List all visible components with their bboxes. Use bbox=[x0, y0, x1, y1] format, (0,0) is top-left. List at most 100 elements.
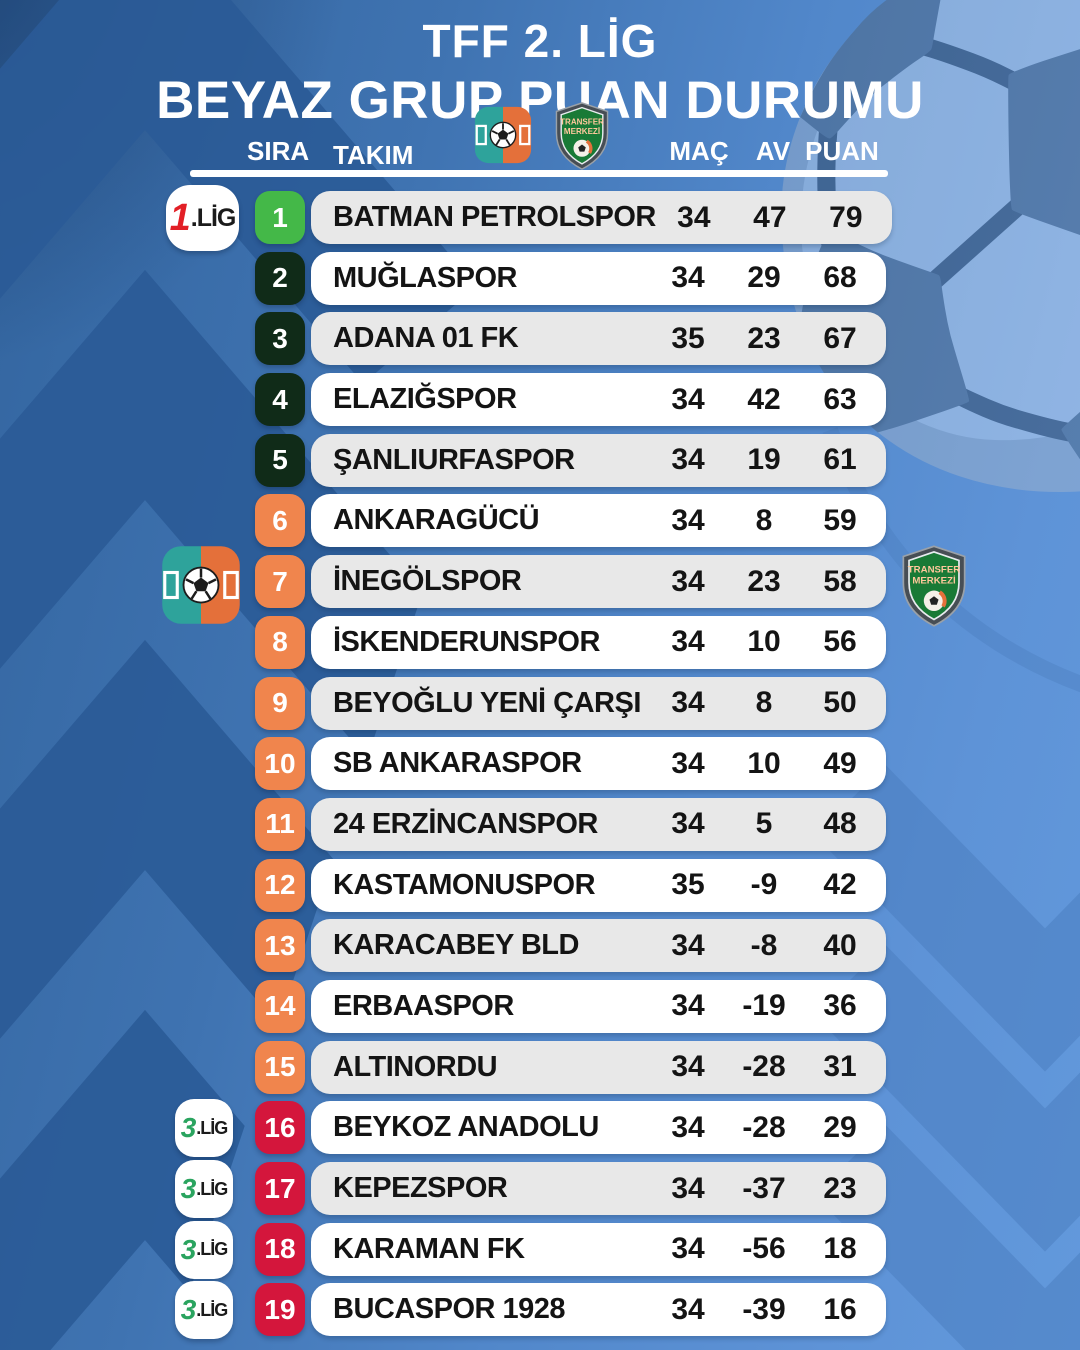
points: 67 bbox=[823, 321, 857, 355]
points: 49 bbox=[823, 746, 857, 780]
team-row-pill: BEYKOZ ANADOLU 34 -28 29 bbox=[311, 1101, 886, 1155]
rank-number: 10 bbox=[264, 747, 296, 779]
team-name: ŞANLIURFASPOR bbox=[333, 443, 575, 476]
matches-played: 34 bbox=[671, 564, 705, 598]
team-row-pill: ALTINORDU 34 -28 31 bbox=[311, 1040, 886, 1094]
goal-average: 19 bbox=[747, 443, 781, 477]
table-row: 15 ALTINORDU 34 -28 31 bbox=[255, 1040, 886, 1094]
team-row-pill: ANKARAGÜCÜ 34 8 59 bbox=[311, 494, 886, 548]
rank-number: 5 bbox=[272, 444, 288, 476]
team-row-pill: ADANA 01 FK 35 23 67 bbox=[311, 312, 886, 366]
table-row: 14 ERBAASPOR 34 -19 36 bbox=[255, 979, 886, 1033]
rank-badge: 1 bbox=[255, 191, 305, 244]
rank-badge: 5 bbox=[255, 433, 305, 487]
rank-number: 19 bbox=[264, 1293, 296, 1325]
rank-number: 4 bbox=[272, 383, 288, 415]
rank-number: 18 bbox=[264, 1233, 296, 1265]
rank-number: 11 bbox=[265, 808, 295, 840]
team-name: BATMAN PETROLSPOR bbox=[333, 201, 656, 233]
rank-badge: 17 bbox=[255, 1162, 305, 1215]
matches-played: 34 bbox=[671, 443, 705, 477]
team-row-pill: KEPEZSPOR 34 -37 23 bbox=[311, 1162, 886, 1215]
rank-badge: 13 bbox=[255, 919, 305, 973]
rank-badge: 11 bbox=[255, 797, 305, 851]
league-badge: 3 .LİG bbox=[175, 1281, 233, 1340]
rank-number: 1 bbox=[272, 201, 288, 233]
points: 59 bbox=[823, 503, 857, 537]
league-badge-number: 3 bbox=[180, 1173, 197, 1204]
goal-average: -19 bbox=[742, 989, 786, 1023]
rank-number: 6 bbox=[272, 504, 288, 536]
matches-played: 34 bbox=[671, 261, 705, 295]
matches-played: 34 bbox=[671, 686, 705, 719]
points: 61 bbox=[823, 443, 857, 477]
table-row: 3 .LİG 17 KEPEZSPOR 34 -37 23 bbox=[175, 1160, 886, 1218]
rank-number: 9 bbox=[272, 687, 288, 718]
team-row-pill: BUCASPOR 1928 34 -39 16 bbox=[311, 1283, 886, 1337]
points: 58 bbox=[823, 564, 857, 598]
goal-average: 23 bbox=[747, 321, 781, 355]
rank-number: 14 bbox=[264, 990, 296, 1022]
table-row: 10 SB ANKARASPOR 34 10 49 bbox=[255, 737, 886, 791]
table-row: 3 .LİG 18 KARAMAN FK 34 -56 18 bbox=[175, 1220, 886, 1279]
matches-played: 34 bbox=[671, 503, 705, 537]
goal-average: 10 bbox=[747, 746, 781, 780]
matches-played: 34 bbox=[671, 928, 705, 962]
column-header-team: TAKIM bbox=[333, 140, 414, 170]
goal-average: 8 bbox=[755, 686, 773, 719]
goal-average: 5 bbox=[755, 807, 773, 841]
team-name: ERBAASPOR bbox=[333, 989, 514, 1022]
column-header-rank: SIRA bbox=[247, 136, 310, 166]
matches-played: 34 bbox=[671, 1171, 705, 1205]
rank-number: 12 bbox=[264, 869, 296, 901]
goal-average: -9 bbox=[750, 868, 778, 902]
league-badge: 3 .LİG bbox=[175, 1160, 233, 1218]
points: 40 bbox=[823, 928, 857, 962]
team-row-pill: İNEGÖLSPOR 34 23 58 bbox=[311, 555, 886, 609]
page-title: TFF 2. LİG BEYAZ GRUP PUAN DURUMU bbox=[0, 14, 1080, 131]
goal-average: 42 bbox=[747, 382, 781, 416]
league-badge-suffix: .LİG bbox=[196, 1299, 228, 1320]
league-badge-suffix: .LİG bbox=[196, 1117, 228, 1138]
rank-number: 3 bbox=[272, 322, 288, 354]
points: 63 bbox=[823, 382, 857, 416]
team-row-pill: SB ANKARASPOR 34 10 49 bbox=[311, 737, 886, 791]
team-name: ADANA 01 FK bbox=[333, 322, 519, 355]
goal-average: 8 bbox=[755, 503, 773, 537]
table-row: 8 İSKENDERUNSPOR 34 10 56 bbox=[255, 615, 886, 669]
points: 31 bbox=[823, 1050, 857, 1084]
team-name: İNEGÖLSPOR bbox=[333, 565, 522, 598]
rank-badge: 2 bbox=[255, 251, 305, 305]
matches-played: 34 bbox=[671, 989, 705, 1023]
rank-badge: 18 bbox=[255, 1222, 305, 1276]
goal-average: -37 bbox=[742, 1171, 786, 1205]
league-badge-number: 1 bbox=[169, 196, 191, 239]
rank-number: 7 bbox=[272, 565, 288, 597]
points: 36 bbox=[823, 989, 857, 1023]
matches-played: 34 bbox=[671, 382, 705, 416]
matches-played: 34 bbox=[671, 1292, 705, 1326]
table-row: 6 ANKARAGÜCÜ 34 8 59 bbox=[255, 494, 886, 548]
league-badge-number: 3 bbox=[180, 1233, 197, 1265]
points: 16 bbox=[823, 1292, 857, 1326]
rank-number: 2 bbox=[272, 262, 288, 294]
goal-average: -56 bbox=[742, 1232, 786, 1266]
rank-badge: 14 bbox=[255, 979, 305, 1033]
table-row: 5 ŞANLIURFASPOR 34 19 61 bbox=[255, 433, 886, 487]
table-row: 11 24 ERZİNCANSPOR 34 5 48 bbox=[255, 797, 886, 851]
table-row: 1 .LİG 1 BATMAN PETROLSPOR 34 47 79 bbox=[166, 185, 892, 251]
points: 18 bbox=[823, 1232, 857, 1266]
goal-average: 47 bbox=[753, 200, 787, 234]
team-name: KARAMAN FK bbox=[333, 1232, 525, 1265]
rank-badge: 3 bbox=[255, 312, 305, 366]
goal-average: -28 bbox=[742, 1110, 786, 1144]
matches-played: 35 bbox=[671, 321, 705, 355]
team-name: BEYKOZ ANADOLU bbox=[333, 1111, 599, 1144]
team-row-pill: 24 ERZİNCANSPOR 34 5 48 bbox=[311, 797, 886, 851]
team-row-pill: ŞANLIURFASPOR 34 19 61 bbox=[311, 433, 886, 487]
team-row-pill: BATMAN PETROLSPOR 34 47 79 bbox=[311, 191, 892, 244]
goal-average: 23 bbox=[747, 564, 781, 598]
team-name: BUCASPOR 1928 bbox=[333, 1293, 566, 1326]
table-row: 2 MUĞLASPOR 34 29 68 bbox=[255, 251, 886, 305]
matches-played: 34 bbox=[671, 625, 705, 659]
